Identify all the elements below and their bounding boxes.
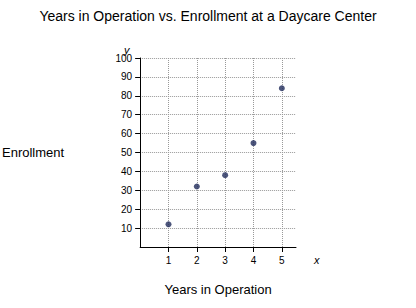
svg-text:Years in Operation: Years in Operation xyxy=(164,282,271,297)
svg-text:y: y xyxy=(124,43,130,56)
svg-text:90: 90 xyxy=(121,71,133,82)
svg-text:80: 80 xyxy=(121,90,133,101)
svg-text:10: 10 xyxy=(121,223,133,234)
svg-text:20: 20 xyxy=(121,204,133,215)
svg-text:3: 3 xyxy=(222,255,228,266)
svg-text:5: 5 xyxy=(279,255,285,266)
svg-text:70: 70 xyxy=(121,109,133,120)
svg-text:Years in Operation vs. Enrollm: Years in Operation vs. Enrollment at a D… xyxy=(39,8,377,24)
svg-text:4: 4 xyxy=(251,255,257,266)
svg-text:1: 1 xyxy=(166,255,172,266)
svg-text:40: 40 xyxy=(121,166,133,177)
svg-text:60: 60 xyxy=(121,128,133,139)
svg-text:30: 30 xyxy=(121,185,133,196)
svg-text:x: x xyxy=(313,254,320,266)
svg-text:Enrollment: Enrollment xyxy=(2,145,65,160)
svg-text:50: 50 xyxy=(121,147,133,158)
svg-text:2: 2 xyxy=(194,255,200,266)
svg-text:100: 100 xyxy=(115,53,132,64)
